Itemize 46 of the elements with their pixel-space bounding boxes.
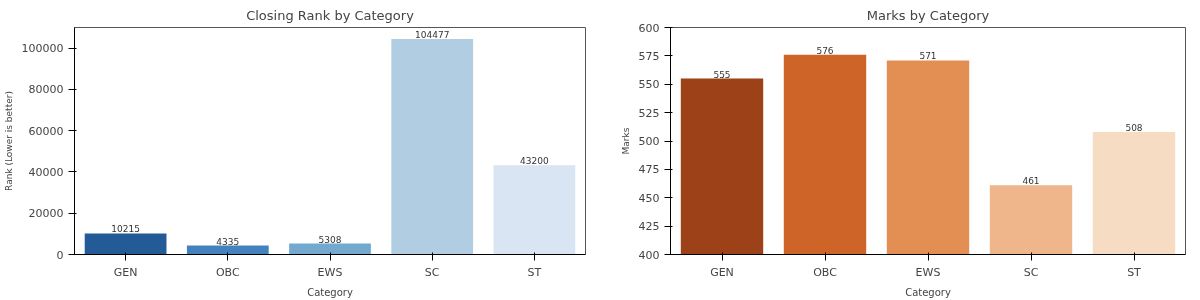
y-tick-label: 425 <box>638 220 660 234</box>
x-tick-label: ST <box>1127 265 1142 279</box>
data-label: 555 <box>713 69 731 80</box>
x-tick-label: EWS <box>915 265 941 279</box>
data-label: 10215 <box>111 224 140 235</box>
data-label: 571 <box>919 51 937 62</box>
y-tick-label: 475 <box>638 163 660 177</box>
x-tick-label: GEN <box>113 265 138 279</box>
y-tick-label: 0 <box>56 248 64 262</box>
x-tick-label: SC <box>1023 265 1039 279</box>
bar <box>289 243 371 255</box>
bar <box>186 245 269 255</box>
y-tick-label: 400 <box>638 248 660 262</box>
chart-title: Marks by Category <box>866 7 990 23</box>
bar <box>391 38 474 255</box>
y-axis-title: Rank (Lower is better) <box>3 91 14 191</box>
y-tick-label: 40000 <box>28 165 64 179</box>
data-label: 104477 <box>415 29 450 40</box>
y-tick-label: 60000 <box>28 124 64 138</box>
y-axis-title: Marks <box>620 127 631 155</box>
data-label: 5308 <box>318 234 342 245</box>
data-label: 461 <box>1022 176 1040 187</box>
x-tick-label: OBC <box>215 265 240 279</box>
data-label: 4335 <box>216 236 240 247</box>
data-label: 508 <box>1125 122 1143 133</box>
x-tick-label: OBC <box>813 265 838 279</box>
data-label: 576 <box>816 45 834 56</box>
bar <box>493 165 576 255</box>
bar <box>84 233 167 255</box>
y-tick-label: 450 <box>638 191 660 205</box>
x-tick-label: ST <box>527 265 542 279</box>
data-label: 43200 <box>520 156 549 167</box>
chart-title: Closing Rank by Category <box>246 7 415 23</box>
x-tick-label: GEN <box>710 265 734 279</box>
y-tick-label: 80000 <box>28 83 64 97</box>
x-tick-label: SC <box>424 265 440 279</box>
x-axis-title: Category <box>307 286 353 298</box>
y-tick-label: 500 <box>638 135 660 148</box>
y-tick-label: 575 <box>638 49 660 63</box>
y-tick-label: 600 <box>638 21 660 35</box>
y-tick-label: 550 <box>638 78 660 92</box>
y-tick-label: 100000 <box>21 42 64 56</box>
y-tick-label: 20000 <box>28 207 64 221</box>
x-axis-title: Category <box>905 286 951 298</box>
y-tick-label: 525 <box>638 106 660 120</box>
x-tick-label: EWS <box>317 265 343 279</box>
